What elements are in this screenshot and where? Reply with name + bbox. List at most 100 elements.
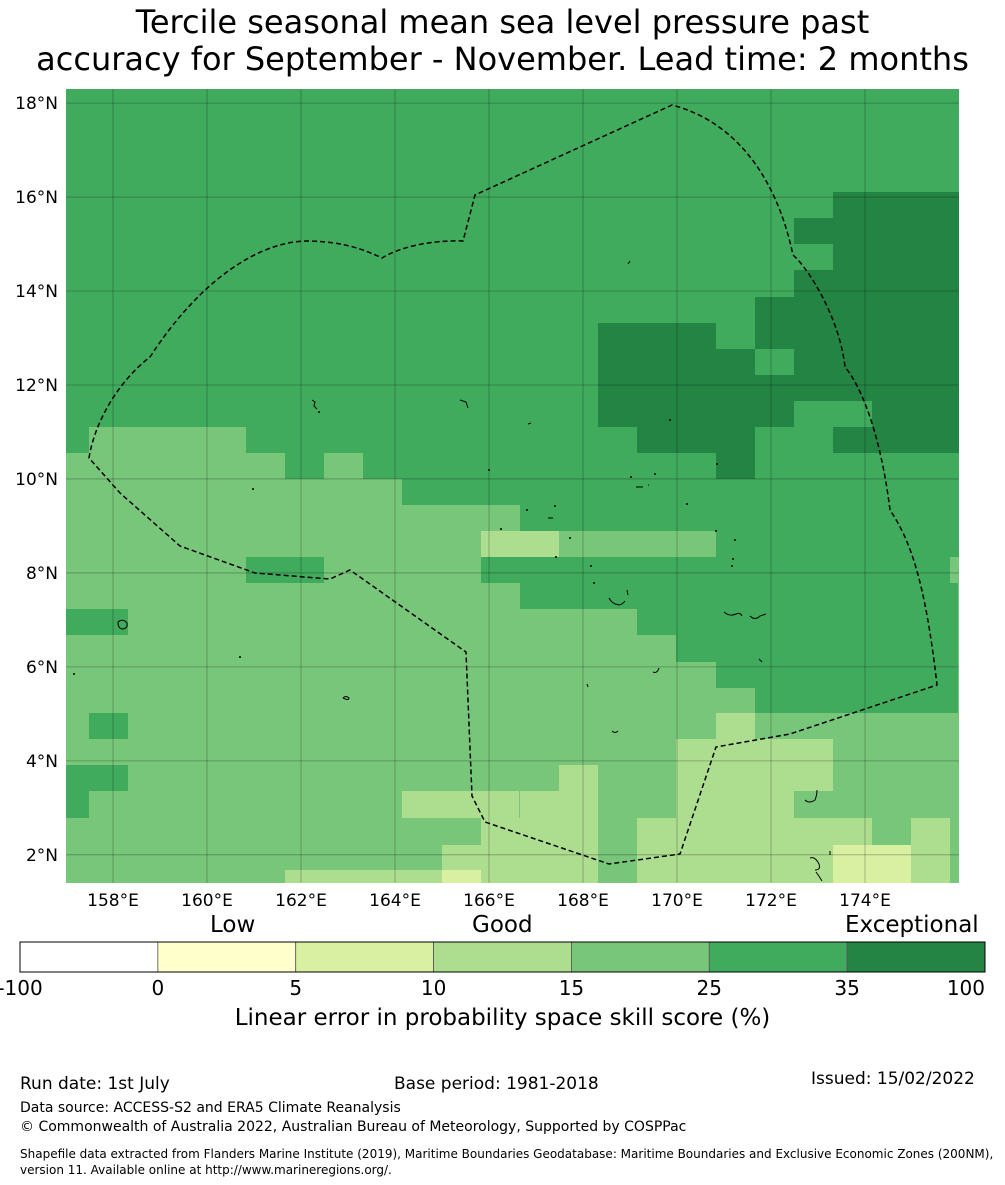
island xyxy=(593,582,595,584)
island xyxy=(758,658,763,663)
skill-cell xyxy=(89,713,128,739)
colorbar-segment xyxy=(571,941,710,973)
island xyxy=(716,463,718,465)
skill-cell xyxy=(794,791,833,818)
island-dots xyxy=(73,411,736,675)
lon-tick-label: 172°E xyxy=(745,891,797,911)
skill-cell xyxy=(794,244,833,270)
category-exceptional: Exceptional xyxy=(845,912,979,938)
colorbar-segment xyxy=(846,941,986,973)
island xyxy=(569,537,571,539)
island xyxy=(488,469,490,471)
skill-cell xyxy=(246,557,324,583)
island xyxy=(611,730,619,733)
colorbar-tick-label: 100 xyxy=(947,976,985,1000)
skill-region-exceptional xyxy=(598,192,959,479)
island xyxy=(318,411,320,413)
skill-cell xyxy=(755,765,833,791)
category-good: Good xyxy=(472,912,533,938)
lon-tick-label: 170°E xyxy=(651,891,703,911)
island xyxy=(239,656,241,658)
map-title: Tercile seasonal mean sea level pressure… xyxy=(36,3,969,78)
island xyxy=(526,509,528,511)
lat-tick-label: 10°N xyxy=(15,470,58,490)
skill-cell xyxy=(66,791,89,818)
skill-cell xyxy=(872,818,911,845)
issued-date: Issued: 15/02/2022 xyxy=(811,1069,975,1089)
island xyxy=(734,539,736,541)
skill-cell xyxy=(716,662,958,688)
island xyxy=(586,683,589,688)
island xyxy=(342,696,350,700)
island xyxy=(715,530,717,532)
island xyxy=(459,399,469,409)
lat-tick-label: 18°N xyxy=(15,94,58,114)
lon-tick-label: 162°E xyxy=(275,891,327,911)
skill-cell xyxy=(676,531,716,557)
island xyxy=(554,505,556,507)
island xyxy=(669,419,671,421)
run-date: Run date: 1st July xyxy=(20,1074,170,1094)
lat-tick-label: 12°N xyxy=(15,376,58,396)
island xyxy=(723,611,743,617)
island xyxy=(652,667,660,673)
colorbar-tick-label: 0 xyxy=(151,976,164,1000)
island xyxy=(73,673,75,675)
island xyxy=(809,857,820,871)
colorbar-segment xyxy=(295,941,434,973)
lon-tick-label: 166°E xyxy=(463,891,515,911)
colorbar-segment xyxy=(433,941,572,973)
copyright: © Commonwealth of Australia 2022, Austra… xyxy=(20,1119,687,1135)
longitude-labels: 158°E 160°E 162°E 164°E 166°E 168°E 170°E 172°E… xyxy=(87,891,891,911)
skill-cell xyxy=(716,713,755,739)
category-low: Low xyxy=(210,912,256,938)
lon-tick-label: 168°E xyxy=(557,891,609,911)
lat-tick-label: 2°N xyxy=(26,846,58,866)
island xyxy=(749,613,767,619)
island xyxy=(732,558,734,560)
island xyxy=(630,476,632,478)
island xyxy=(804,789,818,803)
island xyxy=(500,528,502,530)
colorbar-ticks: -100 0 5 10 15 25 35 100 xyxy=(0,976,985,1000)
skill-cell xyxy=(324,453,363,479)
skill-cell xyxy=(481,557,676,583)
colorbar-segment xyxy=(19,941,159,973)
skill-cell xyxy=(520,791,598,818)
skill-cell xyxy=(520,583,676,609)
shapefile-credit: Shapefile data extracted from Flanders M… xyxy=(20,1147,994,1177)
base-period: Base period: 1981-2018 xyxy=(394,1074,599,1094)
skill-cell xyxy=(559,765,598,791)
lat-tick-label: 14°N xyxy=(15,282,58,302)
lat-tick-label: 16°N xyxy=(15,188,58,208)
lon-tick-label: 164°E xyxy=(369,891,421,911)
colorbar-outline xyxy=(19,941,986,973)
colorbar-tick-label: 10 xyxy=(421,976,446,1000)
lat-tick-label: 8°N xyxy=(26,564,58,584)
skill-cell xyxy=(950,557,959,583)
colorbar-tick-label: 25 xyxy=(697,976,722,1000)
skill-cell xyxy=(442,870,481,883)
island-pohnpei xyxy=(117,619,128,630)
skill-cell xyxy=(911,818,951,883)
skill-cell xyxy=(833,739,959,818)
island xyxy=(636,484,649,488)
island xyxy=(626,589,629,596)
eez-boundary xyxy=(88,104,938,865)
colorbar xyxy=(19,941,986,973)
data-source: Data source: ACCESS-S2 and ERA5 Climate … xyxy=(20,1100,401,1116)
skill-cell xyxy=(637,609,676,635)
colorbar-segment xyxy=(708,941,848,973)
lon-tick-label: 160°E xyxy=(181,891,233,911)
island xyxy=(252,488,254,490)
skill-cell xyxy=(481,531,559,557)
latitude-labels: 18°N 16°N 14°N 12°N 10°N 8°N 6°N 4°N 2°N xyxy=(15,94,58,866)
island xyxy=(654,473,656,475)
skill-cell xyxy=(676,557,958,662)
colorbar-tick-label: 15 xyxy=(559,976,584,1000)
island xyxy=(311,399,318,410)
lon-tick-label: 158°E xyxy=(87,891,139,911)
lat-tick-label: 6°N xyxy=(26,658,58,678)
skill-cell xyxy=(402,791,519,818)
lat-tick-label: 4°N xyxy=(26,752,58,772)
